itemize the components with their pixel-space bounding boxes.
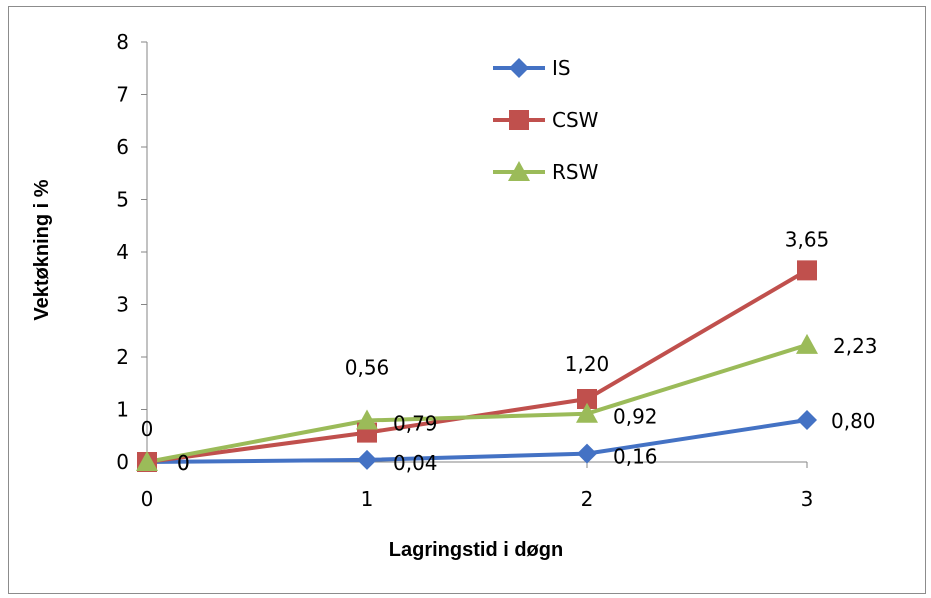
series-lines bbox=[146, 268, 809, 464]
data-label-csw: 0,56 bbox=[345, 356, 390, 380]
marker-csw bbox=[797, 260, 817, 281]
y-tick-label: 2 bbox=[116, 345, 129, 369]
data-label-csw: 1,20 bbox=[565, 352, 610, 376]
data-label-rsw: 2,23 bbox=[833, 334, 878, 358]
legend-label-is: IS bbox=[552, 56, 571, 80]
x-axis-title: Lagringstid i døgn bbox=[389, 539, 563, 561]
data-label-is: 0,04 bbox=[393, 451, 438, 475]
series-line-is bbox=[146, 418, 808, 464]
data-label-is: 0,16 bbox=[613, 445, 658, 469]
marker-is bbox=[577, 443, 597, 464]
marker-csw bbox=[577, 389, 597, 409]
legend-label-rsw: RSW bbox=[552, 160, 599, 184]
data-label-is: 0 bbox=[177, 451, 190, 475]
data-label-rsw: 0,79 bbox=[393, 412, 438, 436]
data-label-rsw: 0,92 bbox=[613, 405, 658, 429]
series-line-rsw bbox=[146, 343, 808, 464]
legend: IS CSW RSW bbox=[493, 56, 599, 184]
x-tick-label: 1 bbox=[361, 487, 374, 511]
data-label-csw: 0 bbox=[141, 417, 154, 441]
marker-is bbox=[797, 410, 817, 430]
x-tick-label: 0 bbox=[141, 487, 154, 511]
y-tick-label: 8 bbox=[116, 30, 129, 54]
marker-is bbox=[357, 449, 377, 470]
y-tick-label: 3 bbox=[116, 293, 129, 317]
legend-label-csw: CSW bbox=[552, 108, 599, 132]
y-tick-label: 4 bbox=[116, 240, 129, 264]
chart-frame bbox=[8, 6, 926, 594]
legend-marker-rsw bbox=[508, 161, 530, 181]
markers bbox=[136, 260, 818, 472]
legend-marker-is bbox=[509, 58, 529, 78]
x-tick-label: 2 bbox=[581, 487, 594, 511]
data-label-rsw: 0 bbox=[177, 451, 190, 475]
legend-marker-csw bbox=[509, 110, 529, 130]
y-tick-label: 7 bbox=[116, 83, 129, 107]
marker-rsw bbox=[356, 409, 378, 430]
marker-rsw bbox=[136, 451, 158, 471]
y-tick-label: 5 bbox=[116, 188, 129, 212]
data-label-csw: 3,65 bbox=[785, 227, 830, 251]
x-tick-label: 3 bbox=[801, 487, 814, 511]
data-label-is: 0,80 bbox=[831, 409, 876, 433]
y-tick-label: 0 bbox=[116, 450, 129, 474]
marker-rsw bbox=[576, 402, 598, 423]
marker-rsw bbox=[796, 333, 818, 354]
y-tick-label: 6 bbox=[116, 135, 129, 159]
y-axis-title: Vektøkning i % bbox=[31, 179, 53, 320]
y-tick-label: 1 bbox=[116, 398, 129, 422]
